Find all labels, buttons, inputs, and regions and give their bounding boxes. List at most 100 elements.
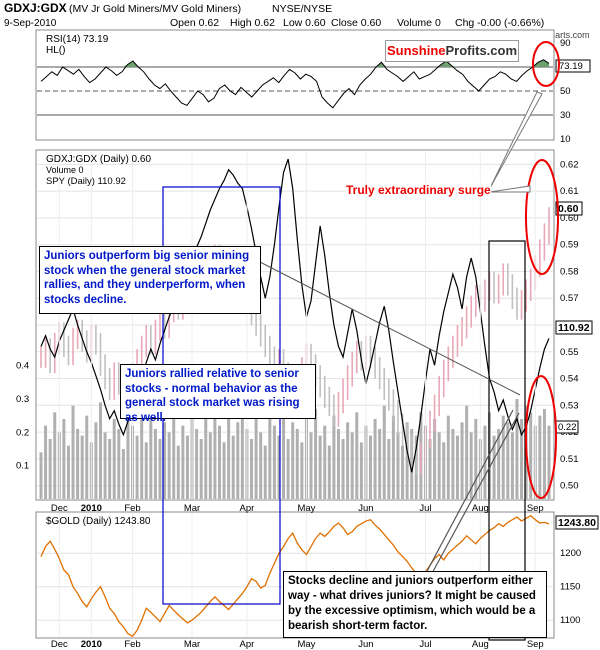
volume-bar: [66, 445, 70, 499]
rsi-tick-label: 90: [560, 38, 571, 49]
volume-bar: [135, 435, 139, 499]
volume-bar: [355, 412, 359, 499]
chart-description: (MV Jr Gold Miners/MV Gold Miners): [69, 3, 241, 15]
gold-x-label: Sep: [527, 639, 544, 650]
volume-bar: [98, 402, 102, 499]
volume-bar: [474, 419, 478, 499]
rsi-legend-title: RSI(14) 73.19: [46, 34, 109, 45]
ratio-value-tag: 0.60: [558, 203, 579, 215]
annotation-juniors-rallied: Juniors rallied relative to senior stock…: [120, 364, 316, 424]
logo-part2: Profits.com: [445, 43, 518, 58]
ratio-tick-label: 0.59: [560, 240, 579, 251]
volume-bar: [520, 419, 524, 499]
volume-bar: [149, 409, 153, 499]
volume-bar: [121, 449, 125, 499]
volume-bar: [373, 419, 377, 499]
volume-bar: [167, 432, 171, 499]
gold-x-label: Mar: [184, 639, 200, 650]
gold-line: [40, 514, 550, 638]
volume-bar: [250, 439, 254, 499]
gold-x-label: Feb: [124, 639, 140, 650]
box3-pointer-a: [424, 409, 514, 576]
volume-bar: [254, 419, 258, 499]
volume-bar: [259, 432, 263, 499]
volume-bar: [387, 439, 391, 499]
ratio-x-label: May: [297, 503, 315, 514]
spy-line: [40, 158, 550, 473]
ratio-tick-label: 0.58: [560, 266, 579, 277]
volume-bar: [272, 425, 276, 499]
ratio-tick-label: 0.54: [560, 374, 579, 385]
volume-bar: [336, 429, 340, 499]
volume-bar: [446, 415, 450, 499]
volume-bar: [103, 432, 107, 499]
rsi-value-tag: 73.19: [559, 61, 583, 72]
ratio-x-label: Dec: [51, 503, 68, 514]
ratio-x-label: Apr: [240, 503, 255, 514]
ratio-x-label: Feb: [124, 503, 140, 514]
volume-bar: [538, 415, 542, 499]
volume-bar: [314, 409, 318, 499]
volume-tick-label: 0.1: [16, 461, 29, 472]
gold-x-label: 2010: [81, 639, 102, 650]
ratio-x-label: Mar: [184, 503, 200, 514]
volume-bar: [451, 429, 455, 499]
gold-x-label: Jun: [358, 639, 373, 650]
volume-bar: [222, 442, 226, 499]
sunshine-profits-logo: SunshineProfits.com: [385, 40, 519, 62]
rsi-overbought-fill: [538, 59, 544, 67]
volume-bar: [309, 432, 313, 499]
rsi-value-tag-box: [555, 59, 591, 73]
volume-bar: [53, 412, 57, 499]
volume-bar: [515, 399, 519, 499]
volume-bar: [506, 422, 510, 499]
volume-bar: [323, 425, 327, 499]
gold-tick-label: 1200: [560, 548, 581, 559]
volume-bar: [433, 419, 437, 499]
ratio-tick-label: 0.62: [560, 159, 579, 170]
annotation-stocks-decline: Stocks decline and juniors outperform ei…: [283, 571, 547, 638]
volume-bar: [48, 439, 52, 499]
rsi-highlight-ellipse: [532, 41, 560, 87]
surge-highlight-ellipse: [525, 159, 559, 275]
volume-bar: [181, 425, 185, 499]
volume-bar: [529, 412, 533, 499]
volume-value-tag: 0.22: [558, 422, 577, 433]
aug-period-box: [488, 240, 526, 641]
volume-bar: [80, 435, 84, 499]
volume-bar: [204, 419, 208, 499]
volume-bar: [217, 425, 221, 499]
volume-bar: [396, 432, 400, 499]
chart-high: High 0.62: [230, 17, 275, 29]
volume-bar: [350, 432, 354, 499]
gold-x-label: May: [297, 639, 315, 650]
rsi-line: [40, 59, 550, 109]
ratio-tick-label: 0.60: [560, 213, 579, 224]
gold-tick-label: 1150: [560, 582, 580, 593]
volume-bar: [268, 412, 272, 499]
gold-x-label: Aug: [472, 639, 489, 650]
volume-bar: [240, 405, 244, 499]
box3-pointer-b: [429, 412, 520, 578]
volume-bar: [185, 435, 189, 499]
ratio-tick-label: 0.57: [560, 293, 579, 304]
volume-highlight-ellipse: [525, 375, 557, 499]
volume-bar: [158, 439, 162, 499]
volume-bar: [144, 442, 148, 499]
rsi-tick-label: 10: [560, 134, 571, 145]
volume-bar: [460, 422, 464, 499]
volume-bar: [195, 429, 199, 499]
annotation-juniors-outperform: Juniors outperform big senior mining sto…: [39, 246, 261, 314]
volume-bar: [542, 409, 546, 499]
volume-bar: [94, 422, 98, 499]
gold-tick-label: 1100: [560, 615, 580, 626]
volume-bar: [291, 422, 295, 499]
volume-bar: [391, 415, 395, 499]
chart-date: 9-Sep-2010: [4, 18, 57, 29]
gold-value-tag: 1243.80: [558, 517, 596, 529]
volume-bar: [469, 432, 473, 499]
volume-bar: [112, 419, 116, 499]
volume-bar: [153, 429, 157, 499]
ratio-tick-label: 0.61: [560, 186, 579, 197]
